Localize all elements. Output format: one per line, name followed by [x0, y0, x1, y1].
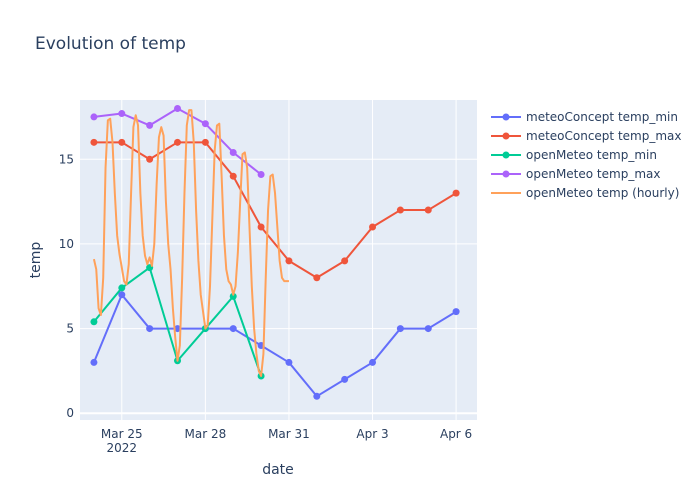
x-tick-label: Mar 31	[268, 427, 310, 441]
series-4	[92, 109, 289, 377]
series-line	[93, 141, 457, 279]
data-point[interactable]	[452, 189, 460, 197]
data-point[interactable]	[90, 113, 98, 121]
data-point[interactable]	[201, 120, 209, 128]
legend-item[interactable]: openMeteo temp_min	[491, 148, 657, 162]
data-point[interactable]	[452, 308, 460, 316]
x-tick-label: Mar 25	[101, 427, 143, 441]
data-point[interactable]	[313, 392, 321, 400]
series-3	[90, 104, 265, 178]
legend-item[interactable]: meteoConcept temp_min	[491, 110, 678, 124]
data-point[interactable]	[285, 257, 293, 265]
data-point[interactable]	[369, 223, 377, 231]
data-point[interactable]	[174, 104, 182, 112]
legend-swatch-marker	[502, 132, 510, 140]
legend-swatch-marker	[502, 151, 510, 159]
legend-swatch-marker	[502, 170, 510, 178]
series-layer	[90, 104, 460, 400]
y-tick-label: 0	[66, 406, 74, 420]
y-tick-label: 10	[59, 237, 74, 251]
data-point[interactable]	[146, 155, 154, 163]
data-point[interactable]	[174, 138, 182, 146]
y-tick-label: 15	[59, 152, 74, 166]
data-point[interactable]	[90, 318, 98, 326]
x-tick-label: Apr 6	[440, 427, 472, 441]
data-point[interactable]	[369, 358, 377, 366]
data-point[interactable]	[229, 325, 237, 333]
data-point[interactable]	[118, 138, 126, 146]
data-point[interactable]	[118, 284, 126, 292]
data-point[interactable]	[90, 138, 98, 146]
x-tick-label: Apr 3	[356, 427, 388, 441]
data-point[interactable]	[257, 170, 265, 178]
legend-label: meteoConcept temp_max	[526, 129, 681, 143]
data-point[interactable]	[341, 257, 349, 265]
data-point[interactable]	[396, 325, 404, 333]
data-point[interactable]	[90, 358, 98, 366]
y-tick-label: 5	[66, 322, 74, 336]
legend[interactable]: meteoConcept temp_min meteoConcept temp_m…	[491, 110, 681, 200]
data-point[interactable]	[341, 375, 349, 383]
data-point[interactable]	[285, 358, 293, 366]
data-point[interactable]	[146, 325, 154, 333]
legend-label: openMeteo temp_min	[526, 148, 657, 162]
legend-label: openMeteo temp (hourly)	[526, 186, 679, 200]
data-point[interactable]	[229, 292, 237, 300]
x-tick-sublabel: 2022	[107, 441, 138, 455]
legend-item[interactable]: openMeteo temp_max	[491, 167, 660, 181]
data-point[interactable]	[229, 172, 237, 180]
data-point[interactable]	[313, 274, 321, 282]
data-point[interactable]	[229, 148, 237, 156]
chart-title: Evolution of temp	[35, 34, 186, 54]
data-point[interactable]	[146, 121, 154, 129]
x-axis-title: date	[262, 462, 294, 478]
data-point[interactable]	[396, 206, 404, 214]
series-1	[90, 138, 460, 282]
data-point[interactable]	[257, 223, 265, 231]
data-point[interactable]	[424, 325, 432, 333]
data-point[interactable]	[118, 291, 126, 299]
data-point[interactable]	[201, 138, 209, 146]
legend-label: openMeteo temp_max	[526, 167, 660, 181]
data-point[interactable]	[174, 325, 182, 333]
legend-swatch-marker	[502, 113, 510, 121]
legend-item[interactable]: openMeteo temp (hourly)	[491, 186, 679, 200]
data-point[interactable]	[424, 206, 432, 214]
data-point[interactable]	[118, 110, 126, 118]
series-line	[92, 109, 289, 377]
series-line	[93, 293, 457, 398]
y-axis-title: temp	[28, 242, 44, 279]
x-tick-label: Mar 28	[185, 427, 227, 441]
legend-label: meteoConcept temp_min	[526, 110, 678, 124]
legend-item[interactable]: meteoConcept temp_max	[491, 129, 681, 143]
